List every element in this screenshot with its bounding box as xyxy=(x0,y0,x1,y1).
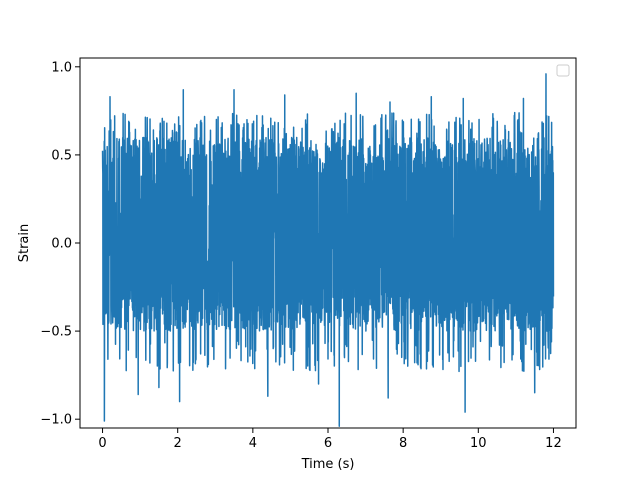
plot-area xyxy=(101,73,555,427)
x-tick-label: 10 xyxy=(470,436,487,451)
x-tick-label: 6 xyxy=(324,436,332,451)
x-axis-title: Time (s) xyxy=(301,457,355,472)
y-tick-label: 0.5 xyxy=(51,148,72,163)
y-tick-label: −0.5 xyxy=(40,325,72,340)
y-tick-label: −1.0 xyxy=(40,413,72,428)
x-tick-label: 12 xyxy=(545,436,562,451)
y-tick-label: 1.0 xyxy=(51,60,72,75)
x-tick-label: 0 xyxy=(98,436,106,451)
plot-frame xyxy=(79,57,577,429)
x-tick-label: 2 xyxy=(174,436,182,451)
legend-box xyxy=(556,64,570,77)
y-axis-ticks: −1.0 −0.5 0.0 0.5 1.0 xyxy=(40,60,80,428)
y-axis-title: Strain xyxy=(17,224,32,263)
strain-series-line xyxy=(101,73,555,427)
x-tick-label: 8 xyxy=(399,436,407,451)
y-tick-label: 0.0 xyxy=(51,237,72,252)
x-tick-label: 4 xyxy=(249,436,257,451)
x-axis-ticks: 0 2 4 6 8 10 12 xyxy=(98,428,562,451)
